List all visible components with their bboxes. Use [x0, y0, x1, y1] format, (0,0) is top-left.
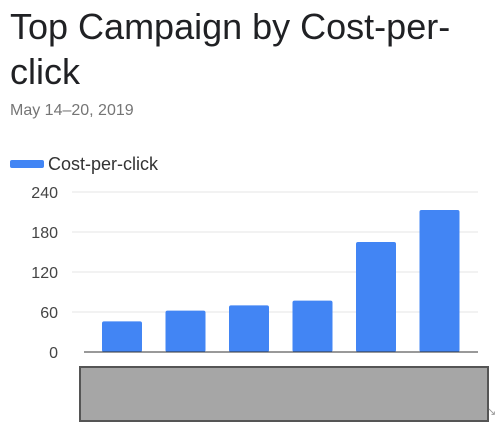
y-tick-label: 120	[31, 265, 58, 282]
legend[interactable]: Cost-per-click	[10, 152, 158, 176]
y-tick-label: 0	[49, 345, 58, 362]
bar[interactable]	[165, 310, 206, 352]
date-range: May 14–20, 2019	[10, 102, 134, 119]
gridlines	[72, 191, 478, 313]
resize-handle-icon[interactable]: ↘	[487, 406, 497, 418]
bar[interactable]	[229, 305, 269, 352]
legend-label: Cost-per-click	[48, 153, 159, 174]
y-tick-label: 60	[40, 305, 58, 322]
bar[interactable]	[419, 210, 460, 352]
bar-chart: 0 60 120 180 240	[31, 185, 478, 362]
y-tick-label: 180	[31, 225, 58, 242]
y-tick-label: 240	[31, 185, 58, 202]
legend-swatch	[10, 160, 44, 168]
redaction-overlay	[79, 366, 489, 422]
bar[interactable]	[356, 242, 396, 352]
y-axis-ticks: 0 60 120 180 240	[31, 185, 58, 362]
bars[interactable]	[102, 210, 460, 352]
bar[interactable]	[102, 321, 142, 352]
bar[interactable]	[292, 300, 333, 352]
chart-title: Top Campaign by Cost-per-click	[10, 6, 451, 92]
